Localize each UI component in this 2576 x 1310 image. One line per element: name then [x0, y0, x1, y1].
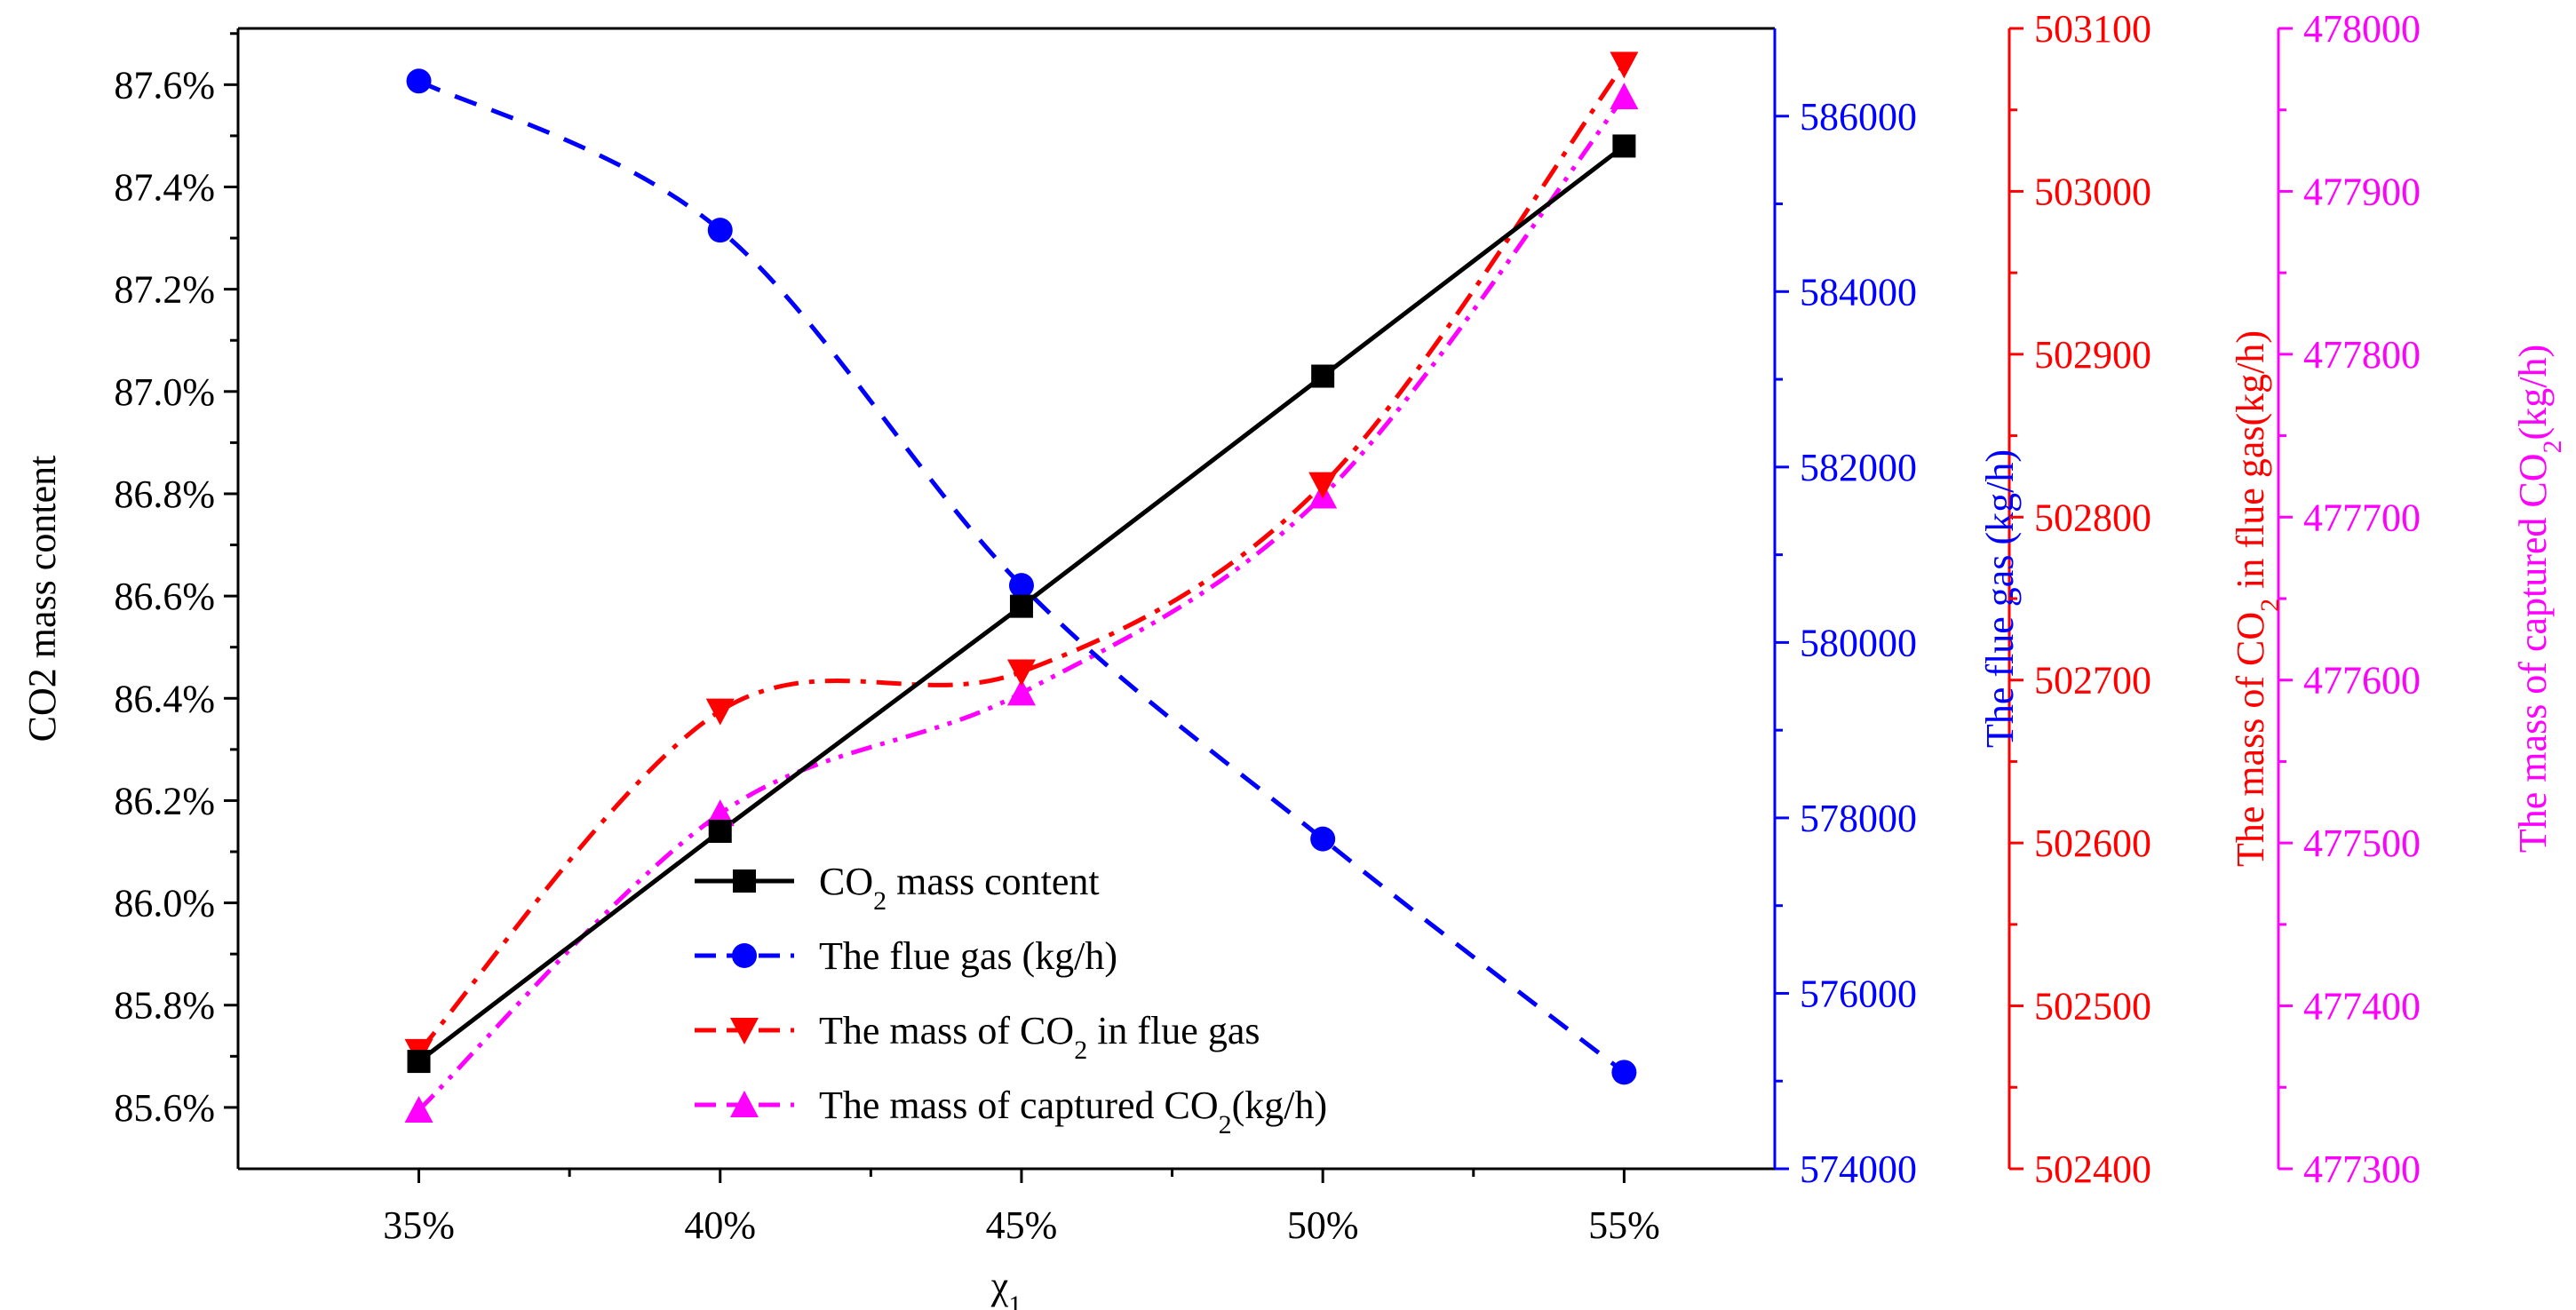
- red-tick-label: 502600: [2034, 822, 2151, 865]
- data-point-3-0: [404, 1095, 433, 1123]
- data-point-2-4: [1610, 52, 1639, 79]
- blue-tick-label: 584000: [1800, 270, 1917, 314]
- red-axis-title: The mass of CO2 in flue gas(kg/h): [2229, 330, 2285, 867]
- legend-label-3: The mass of captured CO2(kg/h): [819, 1084, 1327, 1139]
- legend-label-1: The flue gas (kg/h): [819, 934, 1117, 978]
- data-point-1-2: [1008, 573, 1034, 599]
- blue-tick-label: 586000: [1800, 95, 1917, 139]
- data-point-3-2: [1006, 679, 1036, 706]
- red-tick-label: 502800: [2034, 496, 2151, 539]
- data-point-0-0: [407, 1050, 431, 1074]
- blue-tick-label: 576000: [1800, 972, 1917, 1015]
- red-tick-label: 502900: [2034, 333, 2151, 377]
- magenta-tick-label: 478000: [2303, 7, 2421, 51]
- left-tick-label: 87.2%: [114, 268, 215, 312]
- legend-marker-2: [730, 1018, 759, 1044]
- data-point-2-1: [705, 698, 735, 726]
- legend-label-0: CO2 mass content: [819, 860, 1100, 916]
- data-point-1-3: [1310, 826, 1336, 852]
- data-point-3-1: [705, 799, 735, 827]
- blue-tick-label: 578000: [1800, 797, 1917, 840]
- red-axis-title-group: The mass of CO2 in flue gas(kg/h): [2229, 330, 2285, 867]
- red-tick-label: 503000: [2034, 170, 2151, 213]
- data-point-0-2: [1009, 594, 1033, 618]
- x-tick-label: 50%: [1287, 1203, 1359, 1247]
- data-point-1-0: [406, 68, 432, 94]
- x-tick-label: 55%: [1588, 1203, 1660, 1247]
- left-tick-label: 87.0%: [114, 370, 215, 414]
- magenta-tick-label: 477600: [2303, 659, 2421, 703]
- left-axis-title: CO2 mass content: [20, 456, 64, 742]
- left-tick-label: 86.4%: [114, 677, 215, 720]
- magenta-axis-title-group: The mass of captured CO2(kg/h): [2511, 345, 2567, 853]
- left-tick-label: 86.8%: [114, 472, 215, 516]
- data-point-1-1: [707, 218, 733, 243]
- series-line-3: [417, 95, 1626, 1112]
- red-tick-label: 502700: [2034, 659, 2151, 703]
- left-tick-label: 87.6%: [114, 63, 215, 107]
- left-tick-label: 85.6%: [114, 1086, 215, 1130]
- blue-tick-label: 574000: [1800, 1147, 1917, 1191]
- data-point-1-4: [1611, 1060, 1637, 1085]
- magenta-tick-label: 477900: [2303, 170, 2421, 213]
- data-point-3-4: [1610, 83, 1639, 110]
- left-tick-label: 87.4%: [114, 165, 215, 209]
- legend-marker-1: [732, 943, 757, 968]
- legend-marker-3: [730, 1091, 759, 1117]
- magenta-tick-label: 477400: [2303, 985, 2421, 1028]
- blue-tick-label: 582000: [1800, 446, 1917, 489]
- left-tick-label: 86.2%: [114, 779, 215, 822]
- x-tick-label: 40%: [684, 1203, 756, 1247]
- x-tick-label: 35%: [383, 1203, 455, 1247]
- data-point-0-3: [1311, 364, 1335, 388]
- magenta-tick-label: 477700: [2303, 496, 2421, 539]
- legend-marker-0: [733, 869, 756, 893]
- magenta-tick-label: 477500: [2303, 822, 2421, 865]
- x-axis-title: χ1: [990, 1264, 1022, 1310]
- data-point-2-2: [1006, 659, 1036, 687]
- red-tick-label: 502500: [2034, 985, 2151, 1028]
- blue-tick-label: 580000: [1800, 621, 1917, 664]
- left-tick-label: 86.0%: [114, 882, 215, 925]
- red-tick-label: 503100: [2034, 7, 2151, 51]
- data-point-2-3: [1308, 472, 1338, 499]
- data-point-0-4: [1612, 134, 1636, 158]
- red-tick-label: 502400: [2034, 1147, 2151, 1191]
- x-tick-label: 45%: [986, 1203, 1058, 1247]
- series-line-2: [417, 62, 1626, 1053]
- magenta-tick-label: 477300: [2303, 1147, 2421, 1191]
- magenta-axis-title: The mass of captured CO2(kg/h): [2511, 345, 2567, 853]
- left-tick-label: 86.6%: [114, 575, 215, 618]
- left-tick-label: 85.8%: [114, 984, 215, 1028]
- data-point-0-1: [708, 819, 732, 843]
- magenta-tick-label: 477800: [2303, 333, 2421, 377]
- legend-label-2: The mass of CO2 in flue gas: [819, 1009, 1260, 1065]
